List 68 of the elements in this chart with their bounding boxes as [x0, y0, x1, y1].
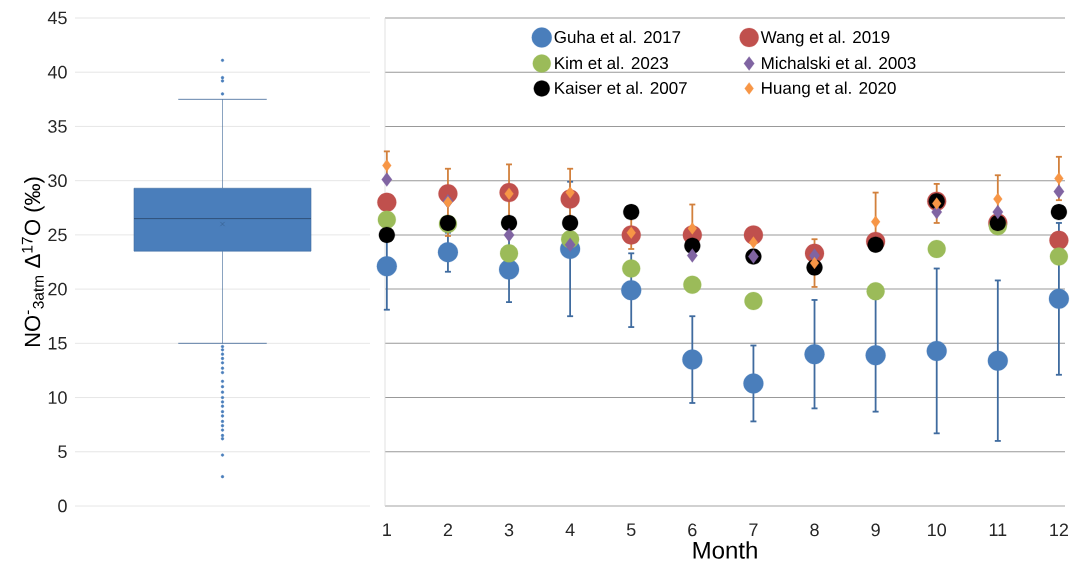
x-tick-label: 8	[810, 523, 819, 537]
y-tick-label: 0	[58, 499, 67, 513]
point	[744, 291, 763, 311]
y-tick-label: 15	[48, 337, 67, 350]
point	[926, 340, 947, 362]
x-tick-label: 5	[626, 523, 636, 537]
x-tick-label: 1	[383, 523, 391, 536]
x-tick-label: 4	[565, 523, 575, 536]
point	[743, 373, 764, 394]
x-tick-label: 6	[688, 523, 697, 537]
point	[562, 214, 579, 232]
point	[378, 226, 395, 243]
x-tick-label: 2	[443, 523, 453, 537]
y-tick-label: 30	[48, 174, 67, 188]
x-tick-label: 3	[504, 523, 514, 537]
point	[623, 204, 640, 221]
y-tick-label: 45	[47, 11, 67, 25]
y-axis-title: NO$^{-}$$_{3atm}$ Δ$^{17}$O (‰)	[21, 177, 45, 347]
point	[381, 172, 393, 187]
point	[865, 345, 886, 366]
x-tick-label: 11	[989, 523, 1007, 536]
point	[993, 193, 1003, 206]
point	[621, 280, 642, 301]
point	[1049, 230, 1069, 250]
x-tick-label: 10	[928, 523, 947, 537]
point	[499, 244, 519, 263]
point	[1048, 288, 1070, 309]
legend-label: Wang et al. 2019	[760, 30, 890, 47]
point	[927, 239, 946, 259]
x-tick-label: 12	[1050, 523, 1069, 537]
y-tick-label: 35	[48, 120, 67, 133]
point	[437, 242, 459, 263]
legend-label: Huang et al. 2020	[762, 81, 896, 98]
y-tick-label: 10	[48, 391, 67, 404]
point	[809, 256, 820, 270]
point	[871, 215, 881, 228]
point	[498, 259, 520, 280]
point	[866, 282, 885, 301]
legend-label: Kim et al. 2023	[555, 56, 668, 70]
point	[1049, 247, 1069, 266]
legend-label: Michalski et al. 2003	[762, 56, 916, 70]
y-tick-label: 20	[48, 282, 67, 296]
point	[686, 248, 698, 263]
point	[376, 256, 397, 277]
point	[804, 344, 825, 365]
point	[1054, 172, 1064, 185]
legend-label: Kaiser et al. 2007	[555, 81, 687, 95]
y-tick-label: 40	[47, 65, 67, 79]
x-tick-label: 9	[871, 523, 880, 537]
point	[748, 236, 759, 249]
point	[382, 159, 392, 172]
point	[683, 275, 702, 294]
point	[987, 350, 1008, 371]
x-axis-title: Month	[693, 541, 757, 559]
point	[500, 214, 518, 232]
point	[867, 236, 884, 253]
point	[682, 349, 703, 370]
y-tick-label: 25	[48, 228, 67, 242]
point	[992, 205, 1004, 220]
x-tick-label: 7	[749, 523, 758, 536]
point	[377, 210, 396, 229]
point	[1053, 184, 1065, 199]
point	[503, 227, 515, 242]
legend-label: Guha et al. 2017	[554, 30, 681, 44]
point	[377, 192, 397, 212]
point	[1050, 204, 1068, 221]
point	[622, 259, 641, 278]
y-tick-label: 5	[58, 445, 67, 459]
